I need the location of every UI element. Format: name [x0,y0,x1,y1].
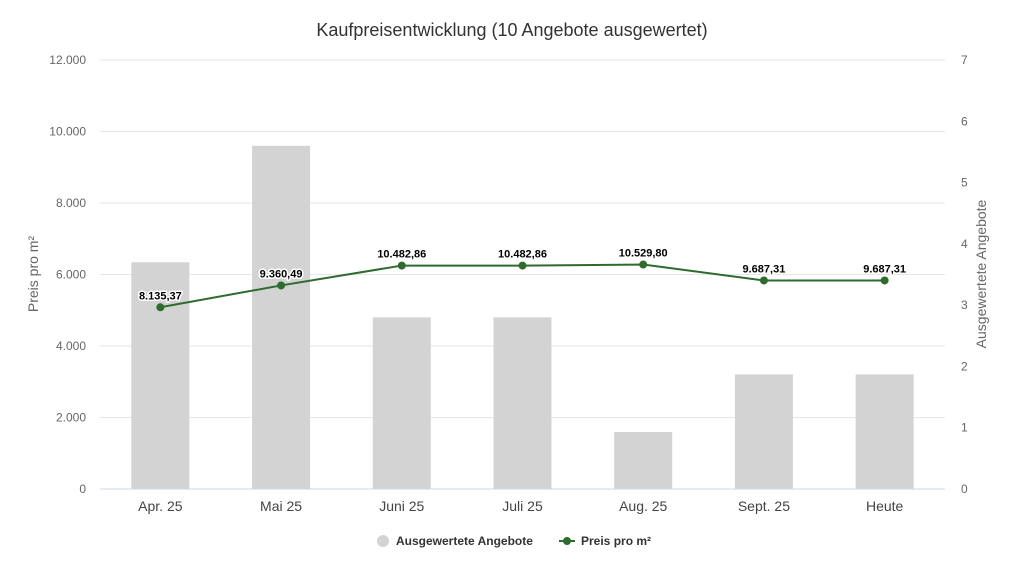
left-axis-title: Preis pro m² [25,236,41,313]
data-label: 10.529,80 [619,248,668,260]
x-tick-label: Apr. 25 [138,498,183,514]
legend-label-bar: Ausgewertete Angebote [396,534,533,548]
line-point[interactable] [518,261,527,270]
right-tick-label: 2 [961,359,968,373]
left-tick-label: 4.000 [56,339,86,353]
left-tick-label: 12.000 [49,53,86,67]
data-label: 10.482,86 [498,249,547,261]
right-tick-label: 7 [961,53,968,67]
line-point[interactable] [156,303,165,312]
right-tick-label: 6 [961,114,968,128]
right-tick-label: 4 [961,237,968,251]
bar[interactable] [614,432,673,489]
data-label: 10.482,86 [377,249,426,261]
legend-item-preis-pro-m2[interactable]: Preis pro m² [559,534,651,548]
x-tick-label: Juni 25 [379,498,424,514]
line-point[interactable] [880,276,889,285]
line-point[interactable] [759,276,768,285]
line-series [156,260,889,312]
left-tick-label: 6.000 [56,268,86,282]
data-labels: 8.135,37 9.360,49 10.482,86 10.482,86 10.529… [137,246,907,304]
right-tick-label: 3 [961,298,968,312]
left-tick-label: 2.000 [56,411,86,425]
right-axis-ticks: 0 1 2 3 4 5 6 7 [961,53,968,496]
grid [100,59,945,418]
x-tick-label: Aug. 25 [619,498,667,514]
data-label: 9.687,31 [863,263,906,275]
left-tick-label: 10.000 [49,125,86,139]
left-axis-ticks: 0 2.000 4.000 6.000 8.000 10.000 12.000 [49,53,86,496]
right-axis-title: Ausgewertete Angebote [973,199,989,348]
chart-title: Kaufpreisentwicklung (10 Angebote ausgew… [316,20,707,40]
data-label: 8.135,37 [139,290,182,302]
bar-series [131,145,914,490]
x-tick-label: Sept. 25 [738,498,790,514]
legend-swatch-bar [377,535,389,547]
legend-label-line: Preis pro m² [581,534,651,548]
left-tick-label: 8.000 [56,196,86,210]
left-tick-label: 0 [79,482,86,496]
bar[interactable] [252,145,311,490]
x-tick-label: Mai 25 [260,498,302,514]
data-label: 9.360,49 [260,268,303,280]
data-label: 9.687,31 [743,263,786,275]
legend-item-ausgewertete-angebote[interactable]: Ausgewertete Angebote [377,534,533,548]
bar[interactable] [372,317,431,489]
bar[interactable] [131,262,190,489]
bar[interactable] [493,317,552,489]
legend-swatch-marker [563,537,571,545]
right-tick-label: 0 [961,482,968,496]
legend: Ausgewertete Angebote Preis pro m² [377,534,651,548]
line-point[interactable] [397,261,406,270]
x-tick-label: Juli 25 [502,498,543,514]
right-tick-label: 5 [961,176,968,190]
right-tick-label: 1 [961,421,968,435]
line-point[interactable] [277,281,286,290]
x-axis-ticks: Apr. 25 Mai 25 Juni 25 Juli 25 Aug. 25 Sept. … [138,498,903,514]
x-tick-label: Heute [866,498,904,514]
bar[interactable] [734,374,793,489]
line-point[interactable] [639,260,648,269]
bar[interactable] [855,374,914,489]
